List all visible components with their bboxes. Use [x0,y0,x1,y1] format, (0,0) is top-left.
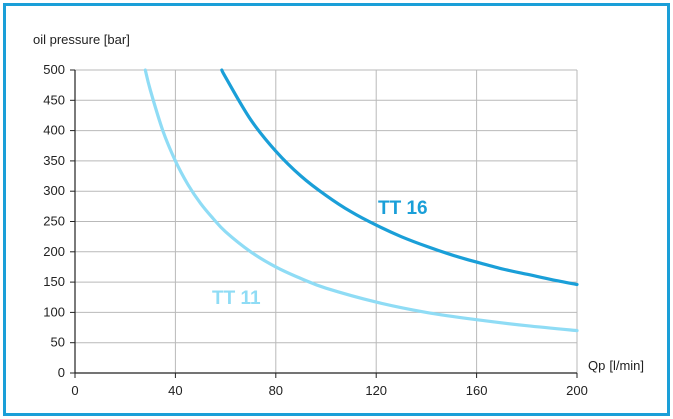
y-tick-label: 100 [43,304,65,319]
series-line-tt16 [220,68,579,287]
y-tick-label: 0 [58,365,65,380]
y-tick-label: 500 [43,62,65,77]
y-tick-label: 150 [43,274,65,289]
y-axis-title: oil pressure [bar] [33,32,130,47]
series-curves [143,68,579,333]
axes [70,69,578,378]
series-line-tt11 [143,68,579,333]
x-tick-label: 0 [71,383,78,398]
tick-labels: 0 50 100 150 200 250 300 350 400 450 500 0 40 80 120 16… [43,62,588,398]
x-tick-label: 200 [566,383,588,398]
x-tick-label: 80 [269,383,283,398]
x-axis-title-unit: [l/min] [609,358,644,373]
x-tick-label: 160 [466,383,488,398]
x-tick-label: 120 [365,383,387,398]
y-tick-label: 450 [43,92,65,107]
y-tick-label: 300 [43,183,65,198]
series-label-tt11: TT 11 [212,288,261,309]
y-tick-label: 250 [43,214,65,229]
y-tick-label: 350 [43,153,65,168]
y-tick-label: 200 [43,244,65,259]
grid [75,69,578,373]
chart-frame [3,3,670,416]
x-axis-title-main: Qp [588,358,605,373]
y-tick-label: 50 [51,335,65,350]
series-label-tt16: TT 16 [378,198,428,219]
x-tick-label: 40 [168,383,182,398]
y-tick-label: 400 [43,123,65,138]
x-axis-title: Qp [l/min] [588,358,644,373]
